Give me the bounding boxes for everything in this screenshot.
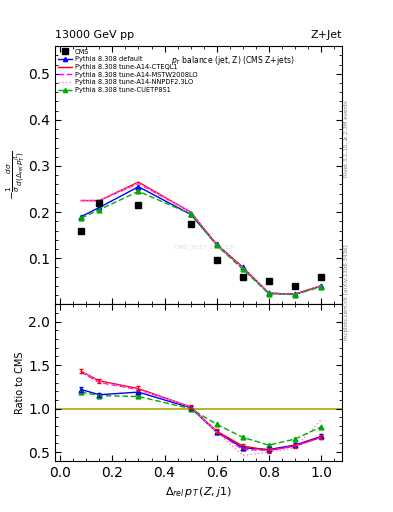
Legend: CMS, Pythia 8.308 default, Pythia 8.308 tune-A14-CTEQL1, Pythia 8.308 tune-A14-M: CMS, Pythia 8.308 default, Pythia 8.308 … [57,48,198,94]
Text: Z+Jet: Z+Jet [310,30,342,39]
Y-axis label: Ratio to CMS: Ratio to CMS [15,351,26,414]
Text: mcplots.cern.ch [arXiv:1306.3436]: mcplots.cern.ch [arXiv:1306.3436] [344,244,349,339]
X-axis label: $\Delta_{rel}\,p_T\,(Z,j1)$: $\Delta_{rel}\,p_T\,(Z,j1)$ [165,485,232,499]
Text: 13000 GeV pp: 13000 GeV pp [55,30,134,39]
Text: $p_T$ balance (jet, Z) (CMS Z+jets): $p_T$ balance (jet, Z) (CMS Z+jets) [171,54,295,67]
Y-axis label: $-\frac{1}{\sigma}\frac{d\sigma}{d(\Delta_{rel}\,p_T^{j1})}$: $-\frac{1}{\sigma}\frac{d\sigma}{d(\Delt… [4,151,27,200]
Text: CMS_2021_1...1.18: CMS_2021_1...1.18 [174,245,234,250]
Text: Rivet 3.1.10, ≥ 2.3M events: Rivet 3.1.10, ≥ 2.3M events [344,100,349,177]
